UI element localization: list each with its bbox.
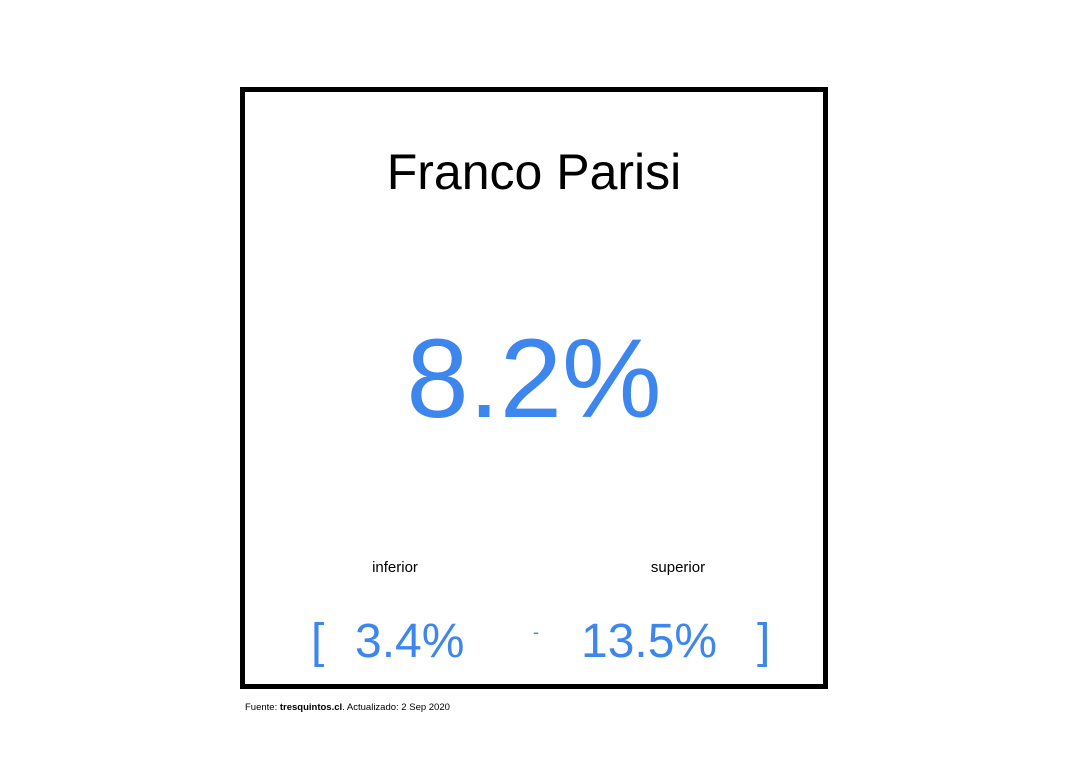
estimate-card: Franco Parisi 8.2% inferior superior [ 3… [240,87,828,689]
bracket-close: ] [757,615,771,668]
updated-text: . Actualizado: 2 Sep 2020 [342,702,450,713]
interval-separator: - [533,622,539,642]
estimate-value: 8.2% [406,316,662,441]
source-prefix: Fuente: [245,702,280,713]
source-site: tresquintos.cl [279,702,343,713]
candidate-name: Franco Parisi [386,144,682,200]
lower-bound-label: inferior [372,559,418,576]
upper-bound-label: superior [650,559,706,576]
upper-bound-value: 13.5% [581,615,718,668]
bracket-open: [ [311,615,325,668]
interval-row: [ 3.4% - 13.5% ] [245,612,823,676]
source-footer: Fuente: tresquintos.cl. Actualizado: 2 S… [245,702,450,714]
lower-bound-value: 3.4% [355,615,465,668]
